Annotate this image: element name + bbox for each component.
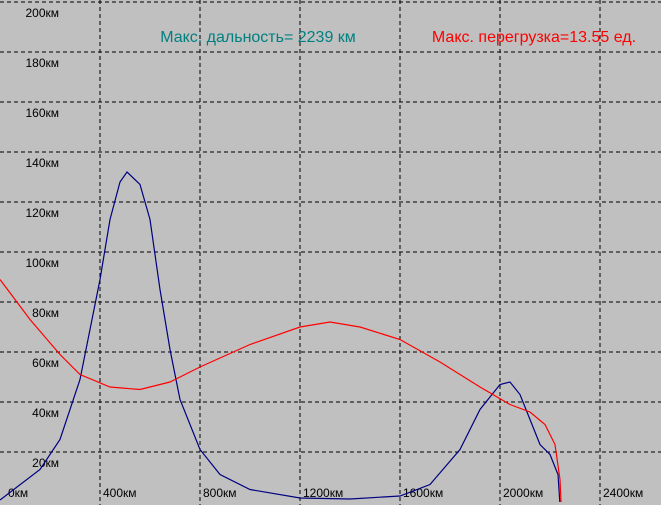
y-tick-label: 40км — [32, 406, 59, 420]
x-tick-label: 800км — [203, 486, 237, 500]
y-tick-label: 120км — [25, 206, 59, 220]
x-tick-label: 1600км — [403, 486, 443, 500]
y-tick-label: 100км — [25, 256, 59, 270]
y-tick-label: 20км — [32, 456, 59, 470]
y-tick-label: 140км — [25, 156, 59, 170]
x-tick-label: 2000км — [503, 486, 543, 500]
y-tick-label: 200км — [25, 6, 59, 20]
y-tick-label: 80км — [32, 306, 59, 320]
x-tick-label: 400км — [103, 486, 137, 500]
data-line — [0, 279, 562, 503]
x-tick-label: 1200км — [303, 486, 343, 500]
annotation: Макс. дальность= 2239 км — [160, 29, 356, 46]
y-tick-label: 180км — [25, 56, 59, 70]
y-tick-label: 160км — [25, 106, 59, 120]
data-line — [0, 171, 561, 503]
y-tick-label: 60км — [32, 356, 59, 370]
annotation: Макс. перегрузка=13.55 ед. — [432, 29, 636, 46]
x-tick-label: 2400км — [603, 486, 643, 500]
x-tick-label: 0км — [8, 486, 28, 500]
